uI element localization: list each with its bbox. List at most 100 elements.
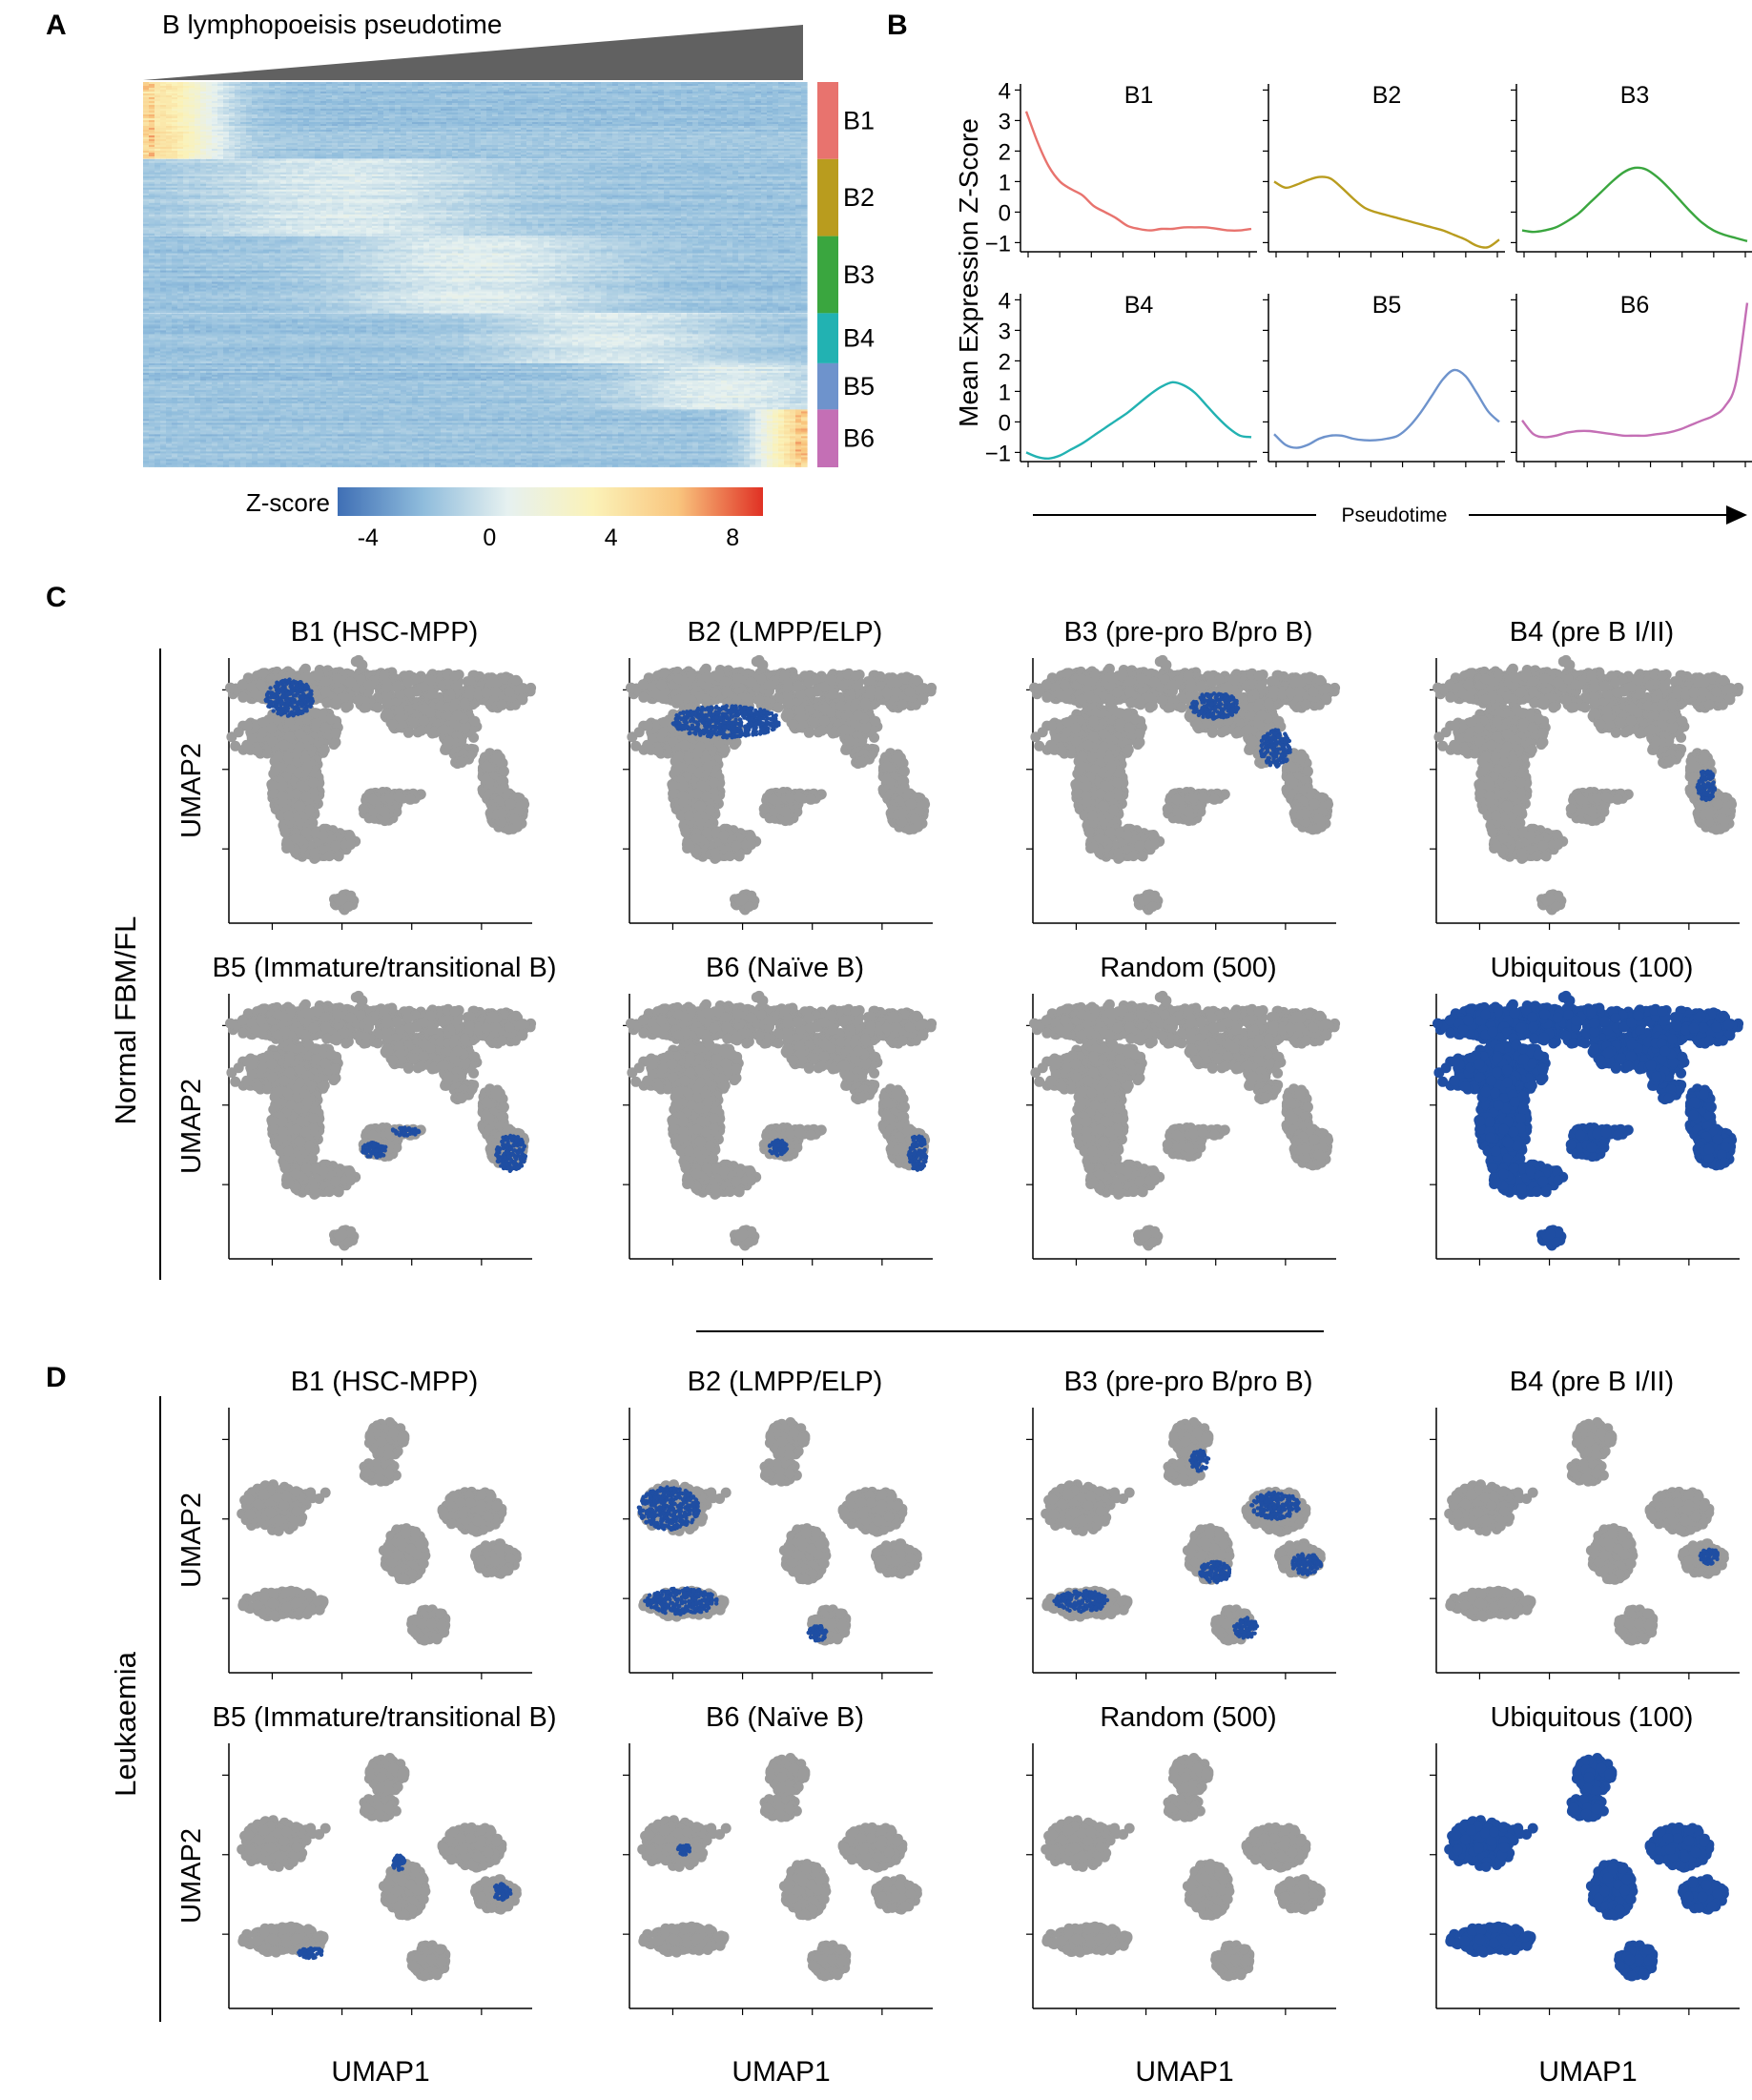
y-tick-label: 2 xyxy=(999,139,1011,165)
umap1-label: UMAP1 xyxy=(1135,2056,1233,2088)
umap-facet-title: Random (500) xyxy=(1100,953,1276,983)
umap-facet-title: B2 (LMPP/ELP) xyxy=(688,1367,883,1397)
colorbar xyxy=(338,487,763,516)
group-label: Normal FBM/FL xyxy=(109,916,142,1125)
cluster-label-b5: B5 xyxy=(843,372,875,401)
umap-points xyxy=(237,1753,522,1982)
umap1-label: UMAP1 xyxy=(331,2056,429,2088)
umap-facet-title: B1 (HSC-MPP) xyxy=(291,1367,479,1397)
y-tick-label: −1 xyxy=(985,231,1011,257)
umap-facet-c-8: Ubiquitous (100) xyxy=(1430,953,1743,1266)
umap-points xyxy=(1029,655,1340,916)
series-line-b3 xyxy=(1522,168,1747,241)
series-line-b6 xyxy=(1522,303,1747,438)
umap1-label: UMAP1 xyxy=(1538,2056,1637,2088)
umap-facet-title: B5 (Immature/transitional B) xyxy=(212,953,556,983)
cluster-label-b2: B2 xyxy=(843,183,875,212)
facet-title-b2: B2 xyxy=(1372,82,1402,109)
umap-facet-title: B6 (Naïve B) xyxy=(706,1702,864,1733)
umap-points xyxy=(237,1417,522,1646)
y-tick-label: 2 xyxy=(999,349,1011,375)
line-facet-b5: B5 xyxy=(1263,292,1505,467)
group-label: Leukaemia xyxy=(109,1651,142,1796)
umap-facet-title: B6 (Naïve B) xyxy=(706,953,864,983)
umap-facet-c-3: B3 (pre-pro B/pro B) xyxy=(1026,617,1340,930)
cluster-label-b1: B1 xyxy=(843,106,875,134)
umap-facet-d-7: Random (500) xyxy=(1026,1702,1336,2015)
y-tick-label: 0 xyxy=(999,200,1011,226)
umap-points xyxy=(637,1417,922,1646)
umap-facet-d-4: B4 (pre B I/II) xyxy=(1430,1367,1740,1679)
y-tick-label: −1 xyxy=(985,441,1011,466)
y-tick-label: 3 xyxy=(999,109,1011,134)
umap-facet-c-1: B1 (HSC-MPP) xyxy=(222,617,536,930)
series-line-b1 xyxy=(1026,112,1251,231)
umap-facet-c-6: B6 (Naïve B) xyxy=(623,953,937,1266)
umap-points xyxy=(225,655,536,916)
umap-points xyxy=(1444,1417,1729,1646)
series-line-b2 xyxy=(1274,176,1499,247)
line-facet-b6: B6 xyxy=(1511,292,1752,467)
heatmap-cells xyxy=(143,82,808,467)
y-tick-label: 4 xyxy=(999,288,1011,314)
umap-points xyxy=(1433,991,1743,1251)
cluster-bar-b1 xyxy=(817,82,838,159)
y-tick-label: 4 xyxy=(999,78,1011,104)
pseudotime-arrowhead xyxy=(1726,505,1747,525)
line-facet-b2: B2 xyxy=(1263,82,1505,257)
y-tick-label: 1 xyxy=(999,170,1011,196)
umap-facet-title: B3 (pre-pro B/pro B) xyxy=(1063,1367,1312,1397)
panel-letter-b: B xyxy=(887,10,908,41)
y-tick-label: 0 xyxy=(999,410,1011,436)
series-line-b4 xyxy=(1026,382,1251,459)
umap-facet-d-1: B1 (HSC-MPP) xyxy=(222,1367,532,1679)
umap2-label: UMAP2 xyxy=(176,743,207,838)
cluster-bar-b3 xyxy=(817,237,838,314)
umap-facet-title: Ubiquitous (100) xyxy=(1491,1702,1694,1733)
umap-points xyxy=(1433,655,1743,916)
colorbar-tick-label: 4 xyxy=(605,525,618,551)
cluster-bar-b6 xyxy=(817,409,838,467)
umap-points xyxy=(637,1753,922,1982)
facet-title-b4: B4 xyxy=(1124,292,1154,319)
umap-facet-d-2: B2 (LMPP/ELP) xyxy=(623,1367,933,1679)
umap-points xyxy=(626,991,937,1251)
umap-facet-title: B2 (LMPP/ELP) xyxy=(688,617,883,648)
series-line-b5 xyxy=(1274,370,1499,448)
umap-facet-title: B5 (Immature/transitional B) xyxy=(212,1702,556,1733)
umap-facet-title: B3 (pre-pro B/pro B) xyxy=(1063,617,1312,648)
panel-letter-c: C xyxy=(46,582,67,613)
umap-facet-title: Ubiquitous (100) xyxy=(1491,953,1694,983)
facet-title-b6: B6 xyxy=(1620,292,1650,319)
umap-facet-title: Random (500) xyxy=(1100,1702,1276,1733)
facet-title-b3: B3 xyxy=(1620,82,1650,109)
umap-points xyxy=(1029,991,1340,1251)
umap-facet-d-6: B6 (Naïve B) xyxy=(623,1702,933,2015)
panel-letter-a: A xyxy=(46,10,67,41)
umap-points xyxy=(1041,1753,1326,1982)
line-facet-b4: 4 3 2 1 0 −1 B4 xyxy=(985,288,1257,467)
umap1-label: UMAP1 xyxy=(732,2056,830,2088)
umap-points xyxy=(225,991,536,1251)
umap-facet-title: B1 (HSC-MPP) xyxy=(291,617,479,648)
cluster-bar-b4 xyxy=(817,313,838,363)
colorbar-tick-label: -4 xyxy=(358,525,379,551)
y-axis-label: Mean Expression Z-Score xyxy=(954,118,983,427)
umap-facet-c-4: B4 (pre B I/II) xyxy=(1430,617,1743,930)
umap-facet-d-8: Ubiquitous (100) xyxy=(1430,1702,1740,2015)
cluster-bar-b5 xyxy=(817,363,838,409)
colorbar-tick-label: 0 xyxy=(483,525,496,551)
colorbar-tick-label: 8 xyxy=(726,525,739,551)
heatmap-title: B lymphopoeisis pseudotime xyxy=(162,10,502,39)
umap-facet-c-7: Random (500) xyxy=(1026,953,1340,1266)
panel-letter-d: D xyxy=(46,1362,67,1393)
y-tick-label: 3 xyxy=(999,319,1011,344)
cluster-label-b3: B3 xyxy=(843,260,875,289)
umap2-label: UMAP2 xyxy=(176,1079,207,1174)
x-axis-label: Pseudotime xyxy=(1342,504,1448,526)
umap-facet-c-2: B2 (LMPP/ELP) xyxy=(623,617,937,930)
umap-facet-c-5: B5 (Immature/transitional B) xyxy=(212,953,556,1266)
y-tick-label: 1 xyxy=(999,380,1011,405)
